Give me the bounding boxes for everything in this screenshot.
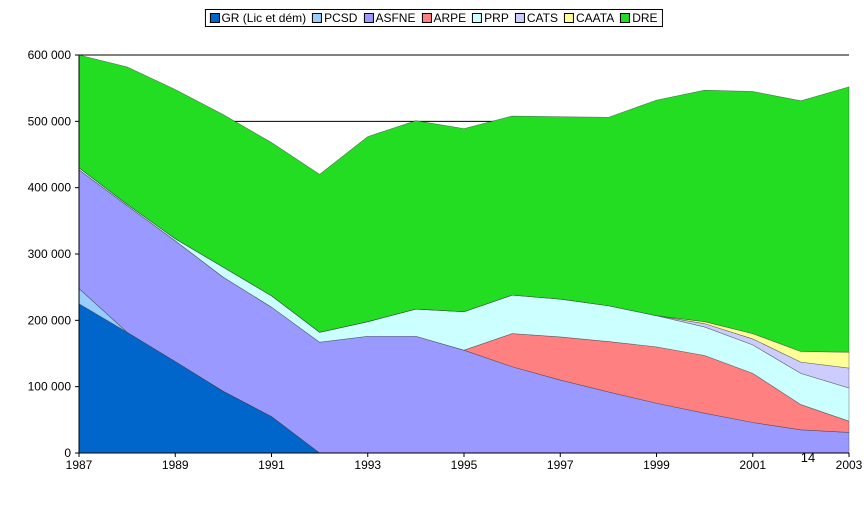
legend-label: ASFNE [375,11,416,25]
legend-swatch [472,13,483,23]
x-tick-label: 1989 [162,458,189,472]
legend-item: ASFNE [363,11,415,25]
y-tick-label: 500 000 [28,114,72,128]
legend-item: CATS [514,11,558,25]
x-tick-label: 1995 [451,458,478,472]
legend-label: CAATA [575,11,615,25]
legend-label: PCSD [324,11,358,25]
y-tick-label: 200 000 [28,313,72,327]
area [78,54,850,353]
legend-label: PRP [484,11,509,25]
x-tick-label: 2001 [739,458,766,472]
legend-item: CAATA [563,11,615,25]
y-tick-label: 100 000 [28,380,72,394]
legend-item: ARPE [421,11,466,25]
legend-item: DRE [620,11,658,25]
legend-swatch [209,13,220,23]
legend-item: PCSD [312,11,357,25]
legend-swatch [620,13,631,23]
legend-label: ARPE [433,11,467,25]
y-tick-label: 400 000 [28,181,72,195]
x-tick-label: 1991 [258,458,285,472]
x-tick-label: 1997 [547,458,574,472]
annotation: 14 [801,450,815,465]
legend-swatch [514,13,525,23]
y-tick-label: 300 000 [28,247,72,261]
x-tick-label: 1999 [643,458,670,472]
y-tick-label: 600 000 [28,48,72,62]
legend-swatch [563,13,574,23]
x-tick-label: 2003 [836,458,863,472]
legend-item: GR (Lic et dém) [209,11,306,25]
legend-item: PRP [472,11,509,25]
legend-swatch [312,13,323,23]
x-tick-label: 1987 [66,458,93,472]
legend-swatch [421,13,432,23]
legend: GR (Lic et dém) PCSD ASFNE ARPE PRP CATS CAATA… [204,9,663,27]
legend-label: DRE [632,11,658,25]
legend-label: CATS [526,11,558,25]
legend-label: GR (Lic et dém) [221,11,307,25]
legend-swatch [363,13,374,23]
y-tick-label: 0 [64,446,71,460]
x-tick-label: 1993 [354,458,381,472]
